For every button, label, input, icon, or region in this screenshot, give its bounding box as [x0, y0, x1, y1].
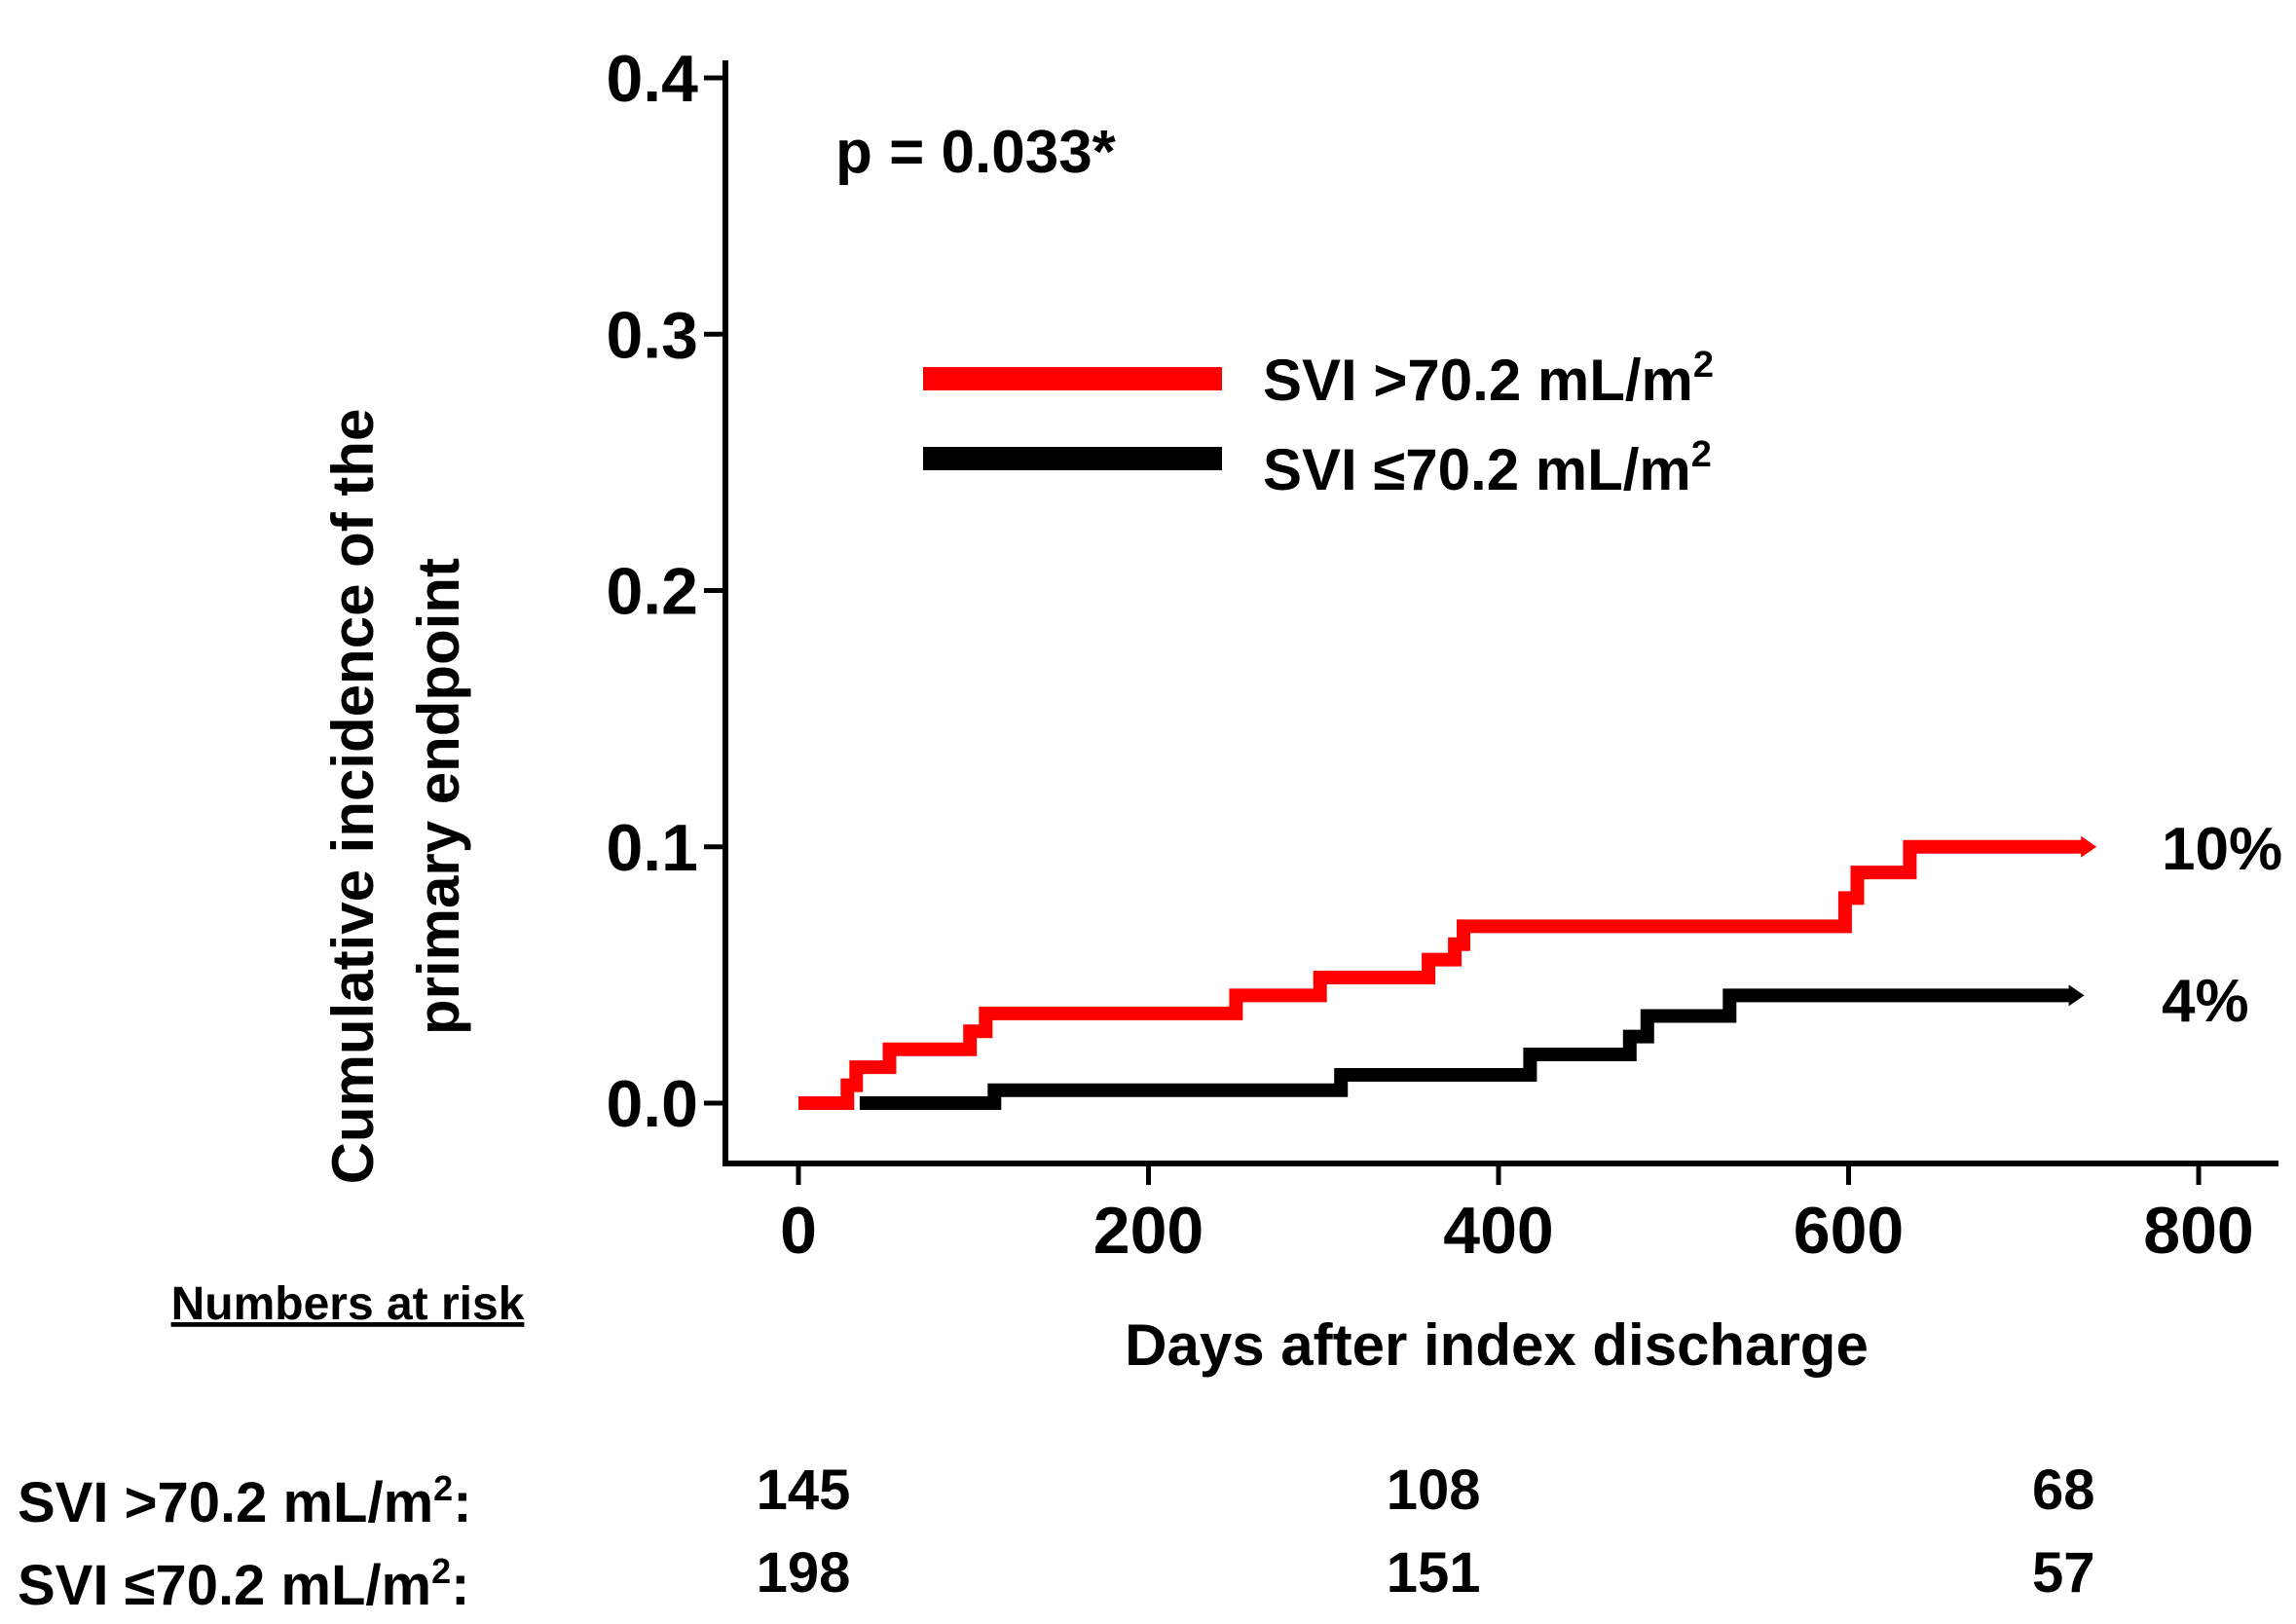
series-line-svi-low: [859, 988, 2073, 1110]
y-tick-label: 0.2: [606, 555, 698, 629]
series-layer: [798, 835, 2097, 1110]
end-label-svi-high: 10%: [2162, 816, 2282, 883]
legend: SVI >70.2 mL/m2 SVI ≤70.2 mL/m2: [923, 345, 1714, 502]
y-tick-label: 0.4: [606, 42, 698, 116]
y-axis-title: Cumulative incidence of the primary endp…: [320, 409, 471, 1185]
y-tick-label: 0.0: [606, 1067, 698, 1141]
risk-row-label-svi-low: SVI ≤70.2 mL/m2:: [18, 1551, 469, 1617]
risk-value: 108: [1387, 1458, 1481, 1522]
risk-value: 68: [2032, 1458, 2095, 1522]
x-tick-label: 600: [1794, 1194, 1904, 1268]
x-tick-label: 200: [1093, 1194, 1204, 1268]
risk-row-label-svi-high: SVI >70.2 mL/m2:: [18, 1468, 472, 1534]
series-line-svi-high: [798, 839, 2086, 1110]
legend-label-svi-low: SVI ≤70.2 mL/m2: [1263, 434, 1712, 502]
risk-value: 145: [757, 1458, 851, 1522]
y-axis-title-line-2: primary endpoint: [406, 558, 471, 1035]
axes: [704, 60, 2278, 1185]
x-tick-label: 400: [1443, 1194, 1553, 1268]
series-end-marker: [2081, 835, 2097, 858]
y-tick-label: 0.1: [606, 811, 698, 885]
numbers-at-risk-table: Numbers at risk SVI >70.2 mL/m2: SVI ≤70…: [18, 1278, 2094, 1617]
p-value-annotation: p = 0.033*: [835, 119, 1117, 186]
end-label-svi-low: 4%: [2162, 968, 2249, 1035]
legend-label-svi-high: SVI >70.2 mL/m2: [1263, 345, 1714, 413]
x-axis-title: Days after index discharge: [1125, 1312, 1869, 1378]
tick-labels: 0.0 0.1 0.2 0.3 0.4 0 200 400 600 800: [606, 42, 2253, 1268]
y-tick-label: 0.3: [606, 298, 698, 372]
risk-value: 198: [757, 1541, 851, 1605]
x-tick-label: 800: [2143, 1194, 2253, 1268]
series-end-marker: [2068, 984, 2085, 1007]
risk-value: 57: [2032, 1541, 2095, 1605]
x-tick-label: 0: [780, 1194, 817, 1268]
risk-table-header: Numbers at risk: [171, 1278, 525, 1330]
risk-value: 151: [1387, 1541, 1481, 1605]
y-axis-title-line-1: Cumulative incidence of the: [320, 409, 386, 1185]
